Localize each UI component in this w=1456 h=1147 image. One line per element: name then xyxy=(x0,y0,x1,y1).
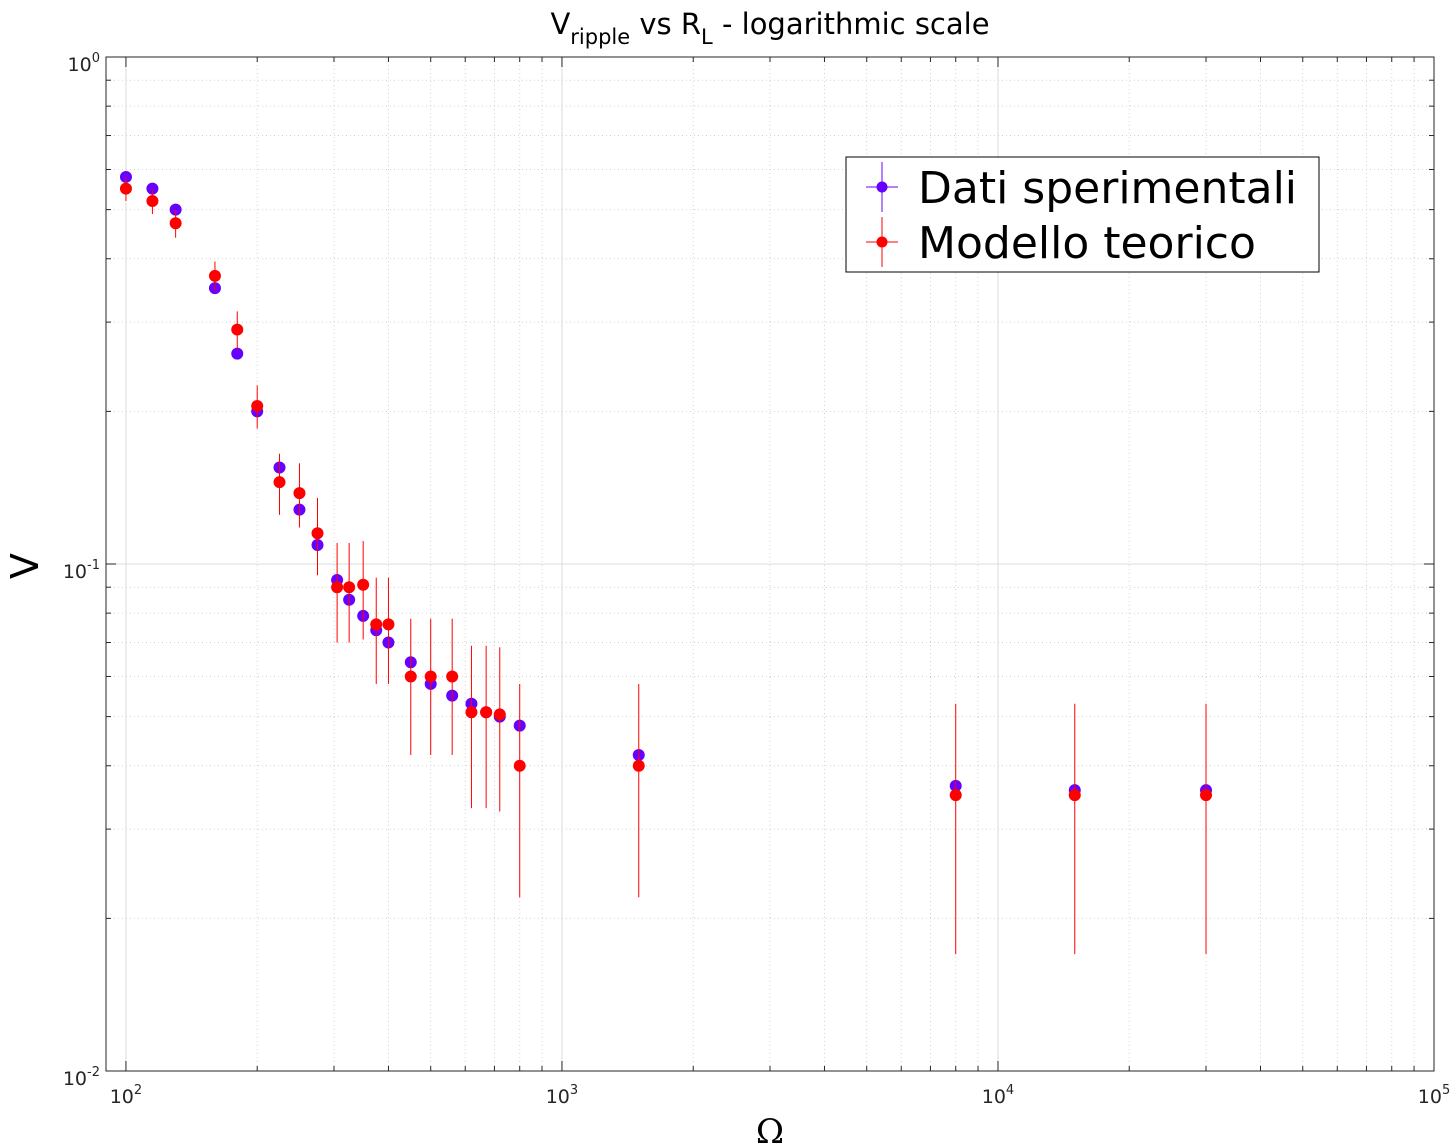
x-axis-label: Ω xyxy=(756,1112,784,1147)
data-point xyxy=(1200,789,1213,802)
legend-marker-icon xyxy=(876,181,888,193)
legend-label: Dati sperimentali xyxy=(918,163,1297,214)
data-point xyxy=(493,708,506,721)
legend-marker-icon xyxy=(876,236,888,248)
data-point xyxy=(231,323,244,336)
y-tick-label: 10-2 xyxy=(63,1065,100,1090)
data-point xyxy=(465,706,478,719)
x-tick-label: 104 xyxy=(982,1083,1014,1108)
x-tick-label: 105 xyxy=(1418,1083,1450,1108)
data-point xyxy=(513,759,526,772)
legend-box xyxy=(845,156,1320,273)
data-point xyxy=(343,581,356,594)
data-point xyxy=(208,269,221,282)
x-tick-label: 103 xyxy=(546,1083,578,1108)
data-point xyxy=(357,578,370,591)
legend-label: Modello teorico xyxy=(918,218,1256,269)
data-point xyxy=(169,217,182,230)
title-subscript-2: L xyxy=(701,25,713,49)
title-part-2: vs R xyxy=(630,7,701,41)
data-point xyxy=(446,670,459,683)
data-point xyxy=(146,194,159,207)
data-point xyxy=(251,399,264,412)
data-point xyxy=(231,347,244,360)
title-subscript-1: ripple xyxy=(570,25,630,49)
tick-marks xyxy=(105,57,1434,1072)
y-axis-label: V xyxy=(3,553,47,579)
chart-title: Vripple vs RL - logarithmic scale xyxy=(550,7,989,49)
title-part-3: - logarithmic scale xyxy=(713,7,990,41)
y-tick-label: 100 xyxy=(68,51,100,76)
title-part-1: V xyxy=(550,7,570,41)
data-point xyxy=(480,706,493,719)
series-2 xyxy=(119,176,1213,955)
data-point xyxy=(331,581,344,594)
x-tick-label: 102 xyxy=(110,1083,142,1108)
data-point xyxy=(273,476,286,489)
data-point xyxy=(404,670,417,683)
data-point xyxy=(119,182,132,195)
data-point xyxy=(370,618,383,631)
tick-labels: 102 103 104 105 10-2 10-1 100 xyxy=(63,51,1450,1108)
data-point xyxy=(311,527,324,540)
y-tick-label: 10-1 xyxy=(63,558,100,583)
data-point xyxy=(1068,789,1081,802)
series-layer xyxy=(119,170,1213,955)
data-point xyxy=(949,789,962,802)
data-point xyxy=(424,670,437,683)
data-point xyxy=(382,618,395,631)
data-point xyxy=(632,759,645,772)
data-point xyxy=(293,487,306,500)
